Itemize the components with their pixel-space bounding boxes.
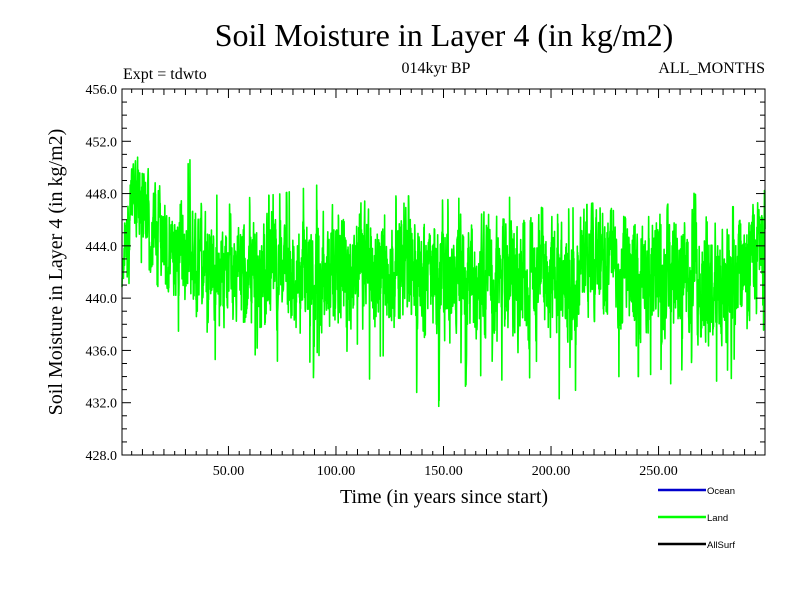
land-series-line bbox=[121, 156, 766, 408]
y-tick-label: 440.0 bbox=[86, 292, 118, 307]
y-axis: 428.0 432.0 436.0 440.0 444.0 448.0 452.0 456.0 bbox=[86, 83, 765, 464]
x-axis: 50.00 100.00 150.00 200.00 250.00 bbox=[131, 89, 756, 479]
legend: Ocean Land AllSurf bbox=[658, 486, 735, 551]
y-tick-label: 432.0 bbox=[86, 397, 118, 412]
plot-area bbox=[121, 88, 766, 456]
months-label: ALL_MONTHS bbox=[658, 60, 765, 77]
subtitle: 014kyr BP bbox=[402, 60, 471, 77]
y-tick-label: 444.0 bbox=[86, 240, 118, 255]
chart-title: Soil Moisture in Layer 4 (in kg/m2) bbox=[215, 17, 674, 53]
y-tick-label: 428.0 bbox=[86, 449, 118, 464]
x-tick-label: 100.00 bbox=[317, 464, 356, 479]
x-tick-label: 150.00 bbox=[424, 464, 463, 479]
legend-entry-land: Land bbox=[658, 513, 728, 524]
x-tick-label: 250.00 bbox=[639, 464, 678, 479]
experiment-label: Expt = tdwto bbox=[123, 66, 207, 83]
x-tick-label: 50.00 bbox=[213, 464, 245, 479]
y-axis-label: Soil Moisture in Layer 4 (in kg/m2) bbox=[45, 129, 67, 416]
y-tick-label: 452.0 bbox=[86, 135, 118, 150]
legend-label: Ocean bbox=[707, 486, 735, 497]
y-tick-label: 456.0 bbox=[86, 83, 118, 98]
y-tick-label: 448.0 bbox=[86, 188, 118, 203]
y-tick-label: 436.0 bbox=[86, 344, 118, 359]
x-tick-label: 200.00 bbox=[532, 464, 571, 479]
legend-entry-allsurf: AllSurf bbox=[658, 540, 735, 551]
legend-entry-ocean: Ocean bbox=[658, 486, 735, 497]
x-axis-label: Time (in years since start) bbox=[340, 486, 548, 508]
legend-label: Land bbox=[707, 513, 728, 524]
legend-label: AllSurf bbox=[707, 540, 735, 551]
